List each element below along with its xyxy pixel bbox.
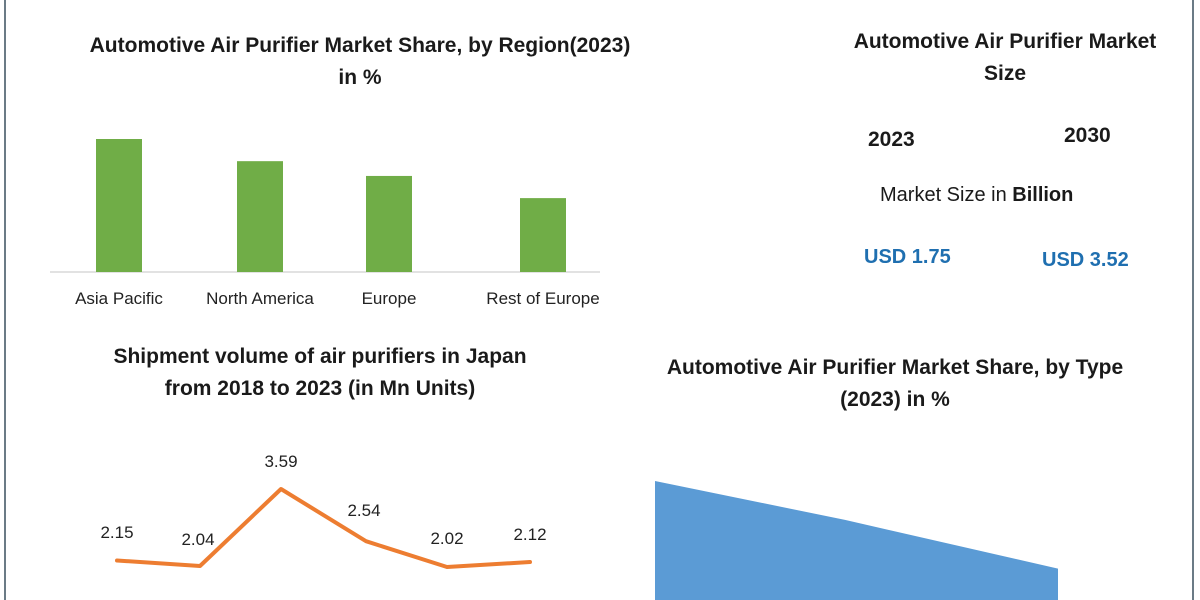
data-label: 2.12 — [513, 525, 547, 545]
type-chart-title: Automotive Air Purifier Market Share, by… — [666, 356, 1124, 411]
unit-text: Market Size in — [880, 184, 1013, 206]
year-start: 2023 — [868, 128, 915, 151]
bar-north-america — [237, 161, 283, 272]
shipment-line — [115, 487, 532, 569]
x-tick-label: Rest of Europe — [486, 289, 600, 308]
data-label: 2.15 — [100, 522, 134, 542]
shipment-chart-title: Shipment volume of air purifiers in Japa… — [113, 345, 527, 400]
bar-rest-of-europe — [520, 198, 566, 272]
frame-right-border — [1192, 0, 1194, 600]
year-end: 2030 — [1064, 124, 1111, 147]
market-size-unit: Market Size in Billion — [880, 184, 1073, 207]
x-tick-label: Asia Pacific — [75, 289, 163, 308]
data-label: 2.04 — [181, 530, 215, 549]
x-tick-label: North America — [206, 289, 314, 308]
bar-asia-pacific — [96, 139, 142, 272]
value-2023: USD 1.75 — [864, 246, 951, 268]
data-label: 2.54 — [347, 501, 381, 521]
bar-europe — [366, 175, 412, 272]
x-tick-label: Europe — [361, 289, 417, 308]
type-area — [655, 481, 1058, 600]
region-chart-title: Automotive Air Purifier Market Share, by… — [89, 34, 631, 89]
market-size-title: Automotive Air Purifier Market Size — [853, 30, 1157, 85]
data-label: 3.59 — [264, 451, 298, 471]
data-label: 2.02 — [430, 529, 464, 548]
frame-left-border — [4, 0, 6, 600]
value-2030: USD 3.52 — [1042, 249, 1129, 271]
unit-bold: Billion — [1012, 184, 1074, 206]
